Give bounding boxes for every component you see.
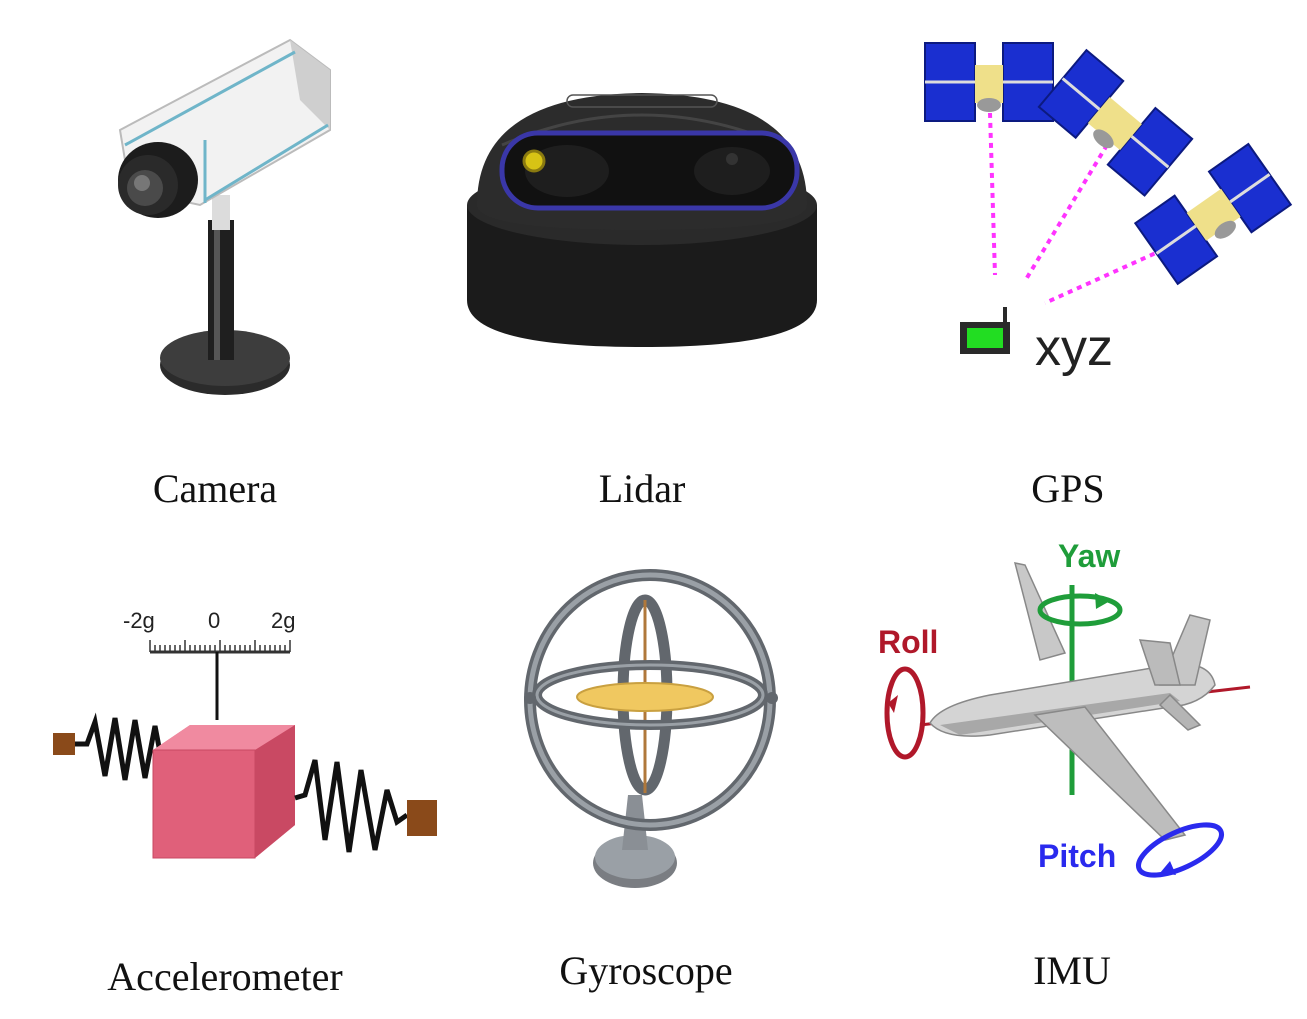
right-spring (294, 759, 409, 853)
gps-label: GPS (1031, 466, 1105, 511)
imu-illustration: Yaw Roll Pitch (878, 538, 1251, 878)
scale-max-label: 2g (271, 608, 295, 633)
accelerometer-label: Accelerometer (107, 954, 343, 999)
left-anchor (53, 733, 75, 755)
lidar-illustration (467, 93, 817, 347)
gps-position-text: xyz (1035, 319, 1113, 377)
accelerometer-illustration: -2g 0 2g (53, 608, 437, 859)
satellite-2 (1037, 48, 1194, 197)
scale-mid-label: 0 (208, 608, 220, 633)
yaw-label: Yaw (1058, 538, 1120, 574)
gps-receiver-icon (960, 307, 1010, 354)
satellite-3 (1133, 142, 1293, 286)
gps-illustration: xyz (924, 42, 1293, 377)
pitch-label: Pitch (1038, 838, 1116, 874)
camera-illustration (118, 38, 331, 395)
satellite-1 (924, 42, 1054, 122)
gyroscope-illustration (524, 569, 778, 888)
scale-min-label: -2g (123, 608, 155, 633)
imu-label: IMU (1033, 948, 1111, 993)
gyroscope-label: Gyroscope (559, 948, 733, 993)
right-anchor (407, 800, 437, 836)
signal-line-1 (988, 112, 997, 276)
signal-line-3 (1044, 231, 1201, 305)
signal-line-2 (1023, 143, 1109, 283)
lidar-label: Lidar (598, 466, 686, 511)
scale-ticks (149, 640, 291, 652)
airplane-icon (929, 562, 1216, 841)
camera-label: Camera (152, 466, 278, 511)
roll-label: Roll (878, 624, 938, 660)
